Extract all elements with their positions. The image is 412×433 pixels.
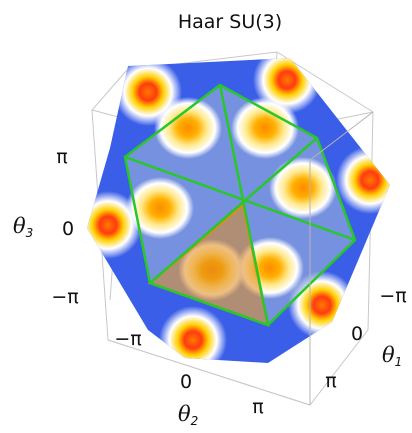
density-peak — [159, 306, 227, 363]
axis-label: θ3 — [13, 214, 33, 240]
density-peak — [336, 146, 390, 214]
axis-theta1: −π 0 π θ1 — [325, 285, 406, 392]
density-peak — [126, 177, 194, 239]
fundamental-domain — [123, 83, 357, 327]
tick-label: −π — [114, 328, 141, 350]
tick-label: 0 — [351, 323, 363, 345]
green-outline — [123, 83, 357, 327]
density-peak — [269, 157, 337, 219]
axis-theta2: −π 0 π θ2 — [114, 328, 263, 428]
tick-label: −π — [51, 286, 78, 308]
axis-label: θ2 — [178, 402, 198, 428]
tick-label: π — [56, 146, 67, 168]
density-peak — [154, 97, 222, 159]
tick-label: −π — [379, 285, 406, 307]
tick-label: π — [252, 396, 263, 418]
tick-label: 0 — [180, 371, 192, 393]
chart-title: Haar SU(3) — [178, 11, 282, 33]
axis-label: θ1 — [382, 343, 402, 369]
tick-label: π — [325, 370, 336, 392]
bounding-box-front — [309, 111, 374, 405]
axis-theta3: π 0 −π θ3 — [13, 146, 79, 308]
tick-label: 0 — [62, 218, 74, 240]
density-peak — [231, 97, 299, 159]
